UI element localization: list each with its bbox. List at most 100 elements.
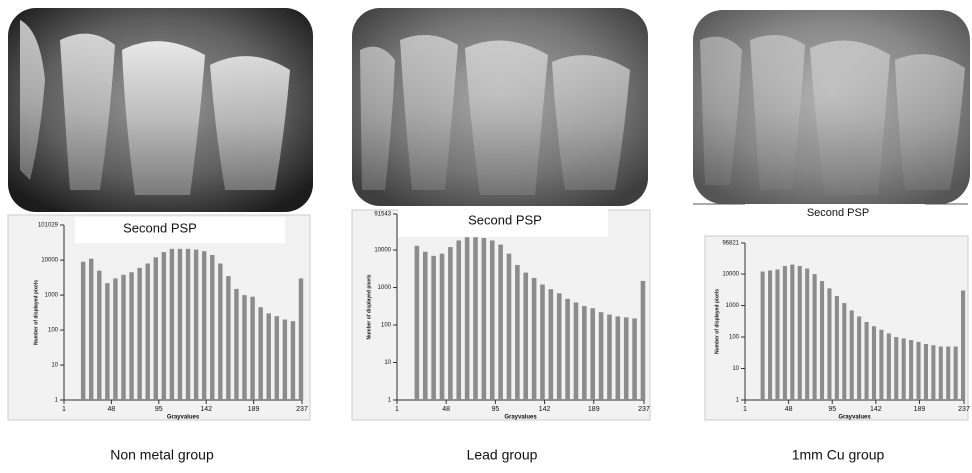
bar xyxy=(961,290,966,400)
bar xyxy=(931,345,936,400)
bar xyxy=(842,303,847,400)
bar xyxy=(456,240,462,400)
bar xyxy=(290,321,296,400)
y-tick-label: 1000 xyxy=(726,303,740,309)
bar xyxy=(169,248,175,400)
bar xyxy=(161,252,167,400)
bar xyxy=(849,310,854,400)
bar xyxy=(573,302,579,400)
bar xyxy=(489,240,495,400)
title-box xyxy=(398,207,608,237)
x-tick-label: 95 xyxy=(828,406,836,413)
bar xyxy=(909,340,914,400)
y-axis-label: Number of displayed pixels xyxy=(366,274,372,339)
bar xyxy=(298,278,304,400)
bar xyxy=(431,255,436,400)
x-tick-label: 237 xyxy=(296,406,308,413)
x-tick-label: 48 xyxy=(785,406,793,413)
bar xyxy=(871,326,877,400)
bar xyxy=(414,245,420,400)
y-tick-label: 10 xyxy=(51,363,58,369)
x-tick-label: 142 xyxy=(870,406,882,413)
bar xyxy=(923,344,928,400)
bar xyxy=(805,268,810,400)
bar xyxy=(582,306,587,400)
y-tick-label: 100 xyxy=(729,335,740,341)
y-axis-label: Number of displayed pixels xyxy=(33,280,39,345)
bar xyxy=(760,271,765,400)
y-tick-label: 1 xyxy=(388,398,392,404)
bar xyxy=(274,316,280,400)
bar xyxy=(97,270,102,400)
bar xyxy=(834,296,839,400)
group-caption: 1mm Cu group xyxy=(792,447,885,463)
x-tick-label: 1 xyxy=(743,406,747,413)
bar xyxy=(946,346,951,400)
x-tick-label: 189 xyxy=(588,406,600,413)
bar xyxy=(193,249,199,400)
x-tick-label: 1 xyxy=(62,406,66,413)
bar xyxy=(506,253,512,400)
bar xyxy=(250,296,255,400)
bar xyxy=(901,338,906,400)
bar xyxy=(137,267,142,400)
bar xyxy=(607,314,612,400)
x-tick-label: 237 xyxy=(958,406,970,413)
bar xyxy=(145,263,150,400)
xray-cu xyxy=(693,10,970,205)
bar xyxy=(439,253,445,400)
bar xyxy=(282,319,288,400)
histogram-panel: 1 10 100 1000 10000 101029 1 48 95 142 189 237 Grayv… xyxy=(7,214,311,463)
bar xyxy=(498,244,503,400)
x-tick-label: 48 xyxy=(107,406,115,413)
bar xyxy=(177,248,183,400)
bar xyxy=(89,258,94,400)
bar xyxy=(819,281,825,400)
chart-frame xyxy=(7,214,311,421)
x-tick-label: 189 xyxy=(914,406,926,413)
y-tick-label: 101029 xyxy=(38,223,59,229)
x-tick-label: 95 xyxy=(155,406,163,413)
bar xyxy=(201,251,207,400)
bar xyxy=(153,257,158,400)
bar xyxy=(827,288,832,400)
x-tick-label: 142 xyxy=(200,406,212,413)
bar xyxy=(598,312,604,400)
y-tick-label: 1 xyxy=(736,398,740,404)
bar xyxy=(879,329,884,400)
bar xyxy=(864,321,869,400)
y-tick-label: 1000 xyxy=(45,293,59,299)
bar xyxy=(623,317,629,400)
bar xyxy=(812,274,817,400)
bar xyxy=(916,341,921,400)
y-tick-label: 10 xyxy=(732,366,739,372)
y-tick-label: 1000 xyxy=(378,285,392,291)
y-tick-label: 10000 xyxy=(722,272,739,278)
bar xyxy=(105,283,110,400)
bar xyxy=(886,333,891,400)
xray-lead xyxy=(352,8,648,206)
bar xyxy=(80,261,86,400)
group-caption: Non metal group xyxy=(110,447,214,463)
bar xyxy=(464,237,470,400)
x-tick-label: 237 xyxy=(638,406,650,413)
x-axis-label: Grayvalues xyxy=(167,415,200,421)
bar xyxy=(448,247,453,400)
title-box xyxy=(75,217,285,243)
bar xyxy=(481,237,487,400)
bar xyxy=(540,284,545,400)
bar xyxy=(113,278,118,400)
bar xyxy=(523,272,529,400)
chart-title: Second PSP xyxy=(468,212,542,227)
bar xyxy=(515,264,520,400)
bar xyxy=(473,237,478,400)
y-tick-label: 96821 xyxy=(722,241,739,247)
y-axis-label: Number of displayed pixels xyxy=(714,289,720,354)
group-caption: Lead group xyxy=(467,447,538,463)
histogram-panel: 1 10 100 1000 10000 96821 1 48 95 142 189 237 Grayva… xyxy=(704,207,970,463)
bar xyxy=(632,318,637,400)
bar xyxy=(615,316,621,400)
histogram-panel: 1 10 100 1000 10000 91543 1 48 95 142 189 237 Grayva… xyxy=(351,207,651,463)
x-axis-label: Grayvalues xyxy=(838,415,871,421)
